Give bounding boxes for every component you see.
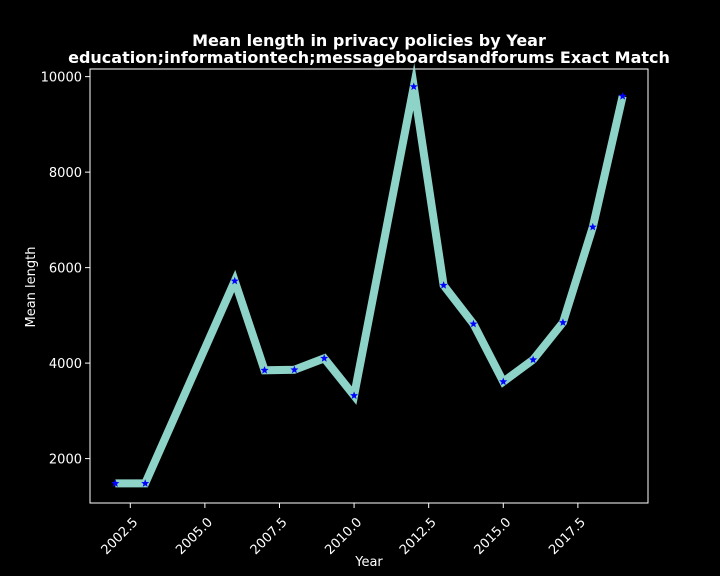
data-point — [499, 377, 508, 386]
x-tick-label: 2005.0 — [173, 515, 216, 558]
x-tick-label: 2007.5 — [248, 515, 291, 558]
chart-subtitle: education;informationtech;messageboardsa… — [68, 48, 670, 67]
data-point — [260, 366, 269, 374]
series-line — [115, 63, 627, 488]
data-point — [141, 479, 150, 487]
data-point — [469, 319, 478, 328]
data-point — [350, 391, 359, 399]
y-axis-label: Mean length — [24, 247, 39, 328]
data-point — [409, 82, 418, 91]
data-point — [588, 222, 597, 231]
data-point — [439, 281, 448, 289]
y-tick-label: 2000 — [49, 453, 82, 468]
x-tick-label: 2017.5 — [546, 515, 589, 558]
plot-frame — [89, 68, 649, 504]
data-point — [111, 479, 120, 487]
x-tick-label: 2015.0 — [472, 515, 515, 558]
plot-area: 2002.5 2005.0 2007.5 2010.0 2012.5 2015.0 2017… — [41, 63, 649, 558]
y-tick-label: 4000 — [49, 357, 82, 372]
data-point — [290, 365, 299, 374]
data-point — [230, 276, 239, 285]
data-point — [529, 355, 538, 364]
data-point — [320, 354, 329, 362]
x-tick-label: 2012.5 — [397, 515, 440, 558]
x-tick-label: 2010.0 — [322, 515, 365, 558]
y-tick-label: 8000 — [49, 166, 82, 181]
y-tick-label: 10000 — [41, 71, 82, 86]
chart-title: Mean length in privacy policies by Year — [192, 31, 546, 50]
data-point — [618, 92, 627, 100]
data-point — [558, 318, 567, 326]
y-tick-label: 6000 — [49, 262, 82, 277]
x-axis-label: Year — [354, 555, 383, 570]
x-tick-label: 2002.5 — [99, 515, 142, 558]
